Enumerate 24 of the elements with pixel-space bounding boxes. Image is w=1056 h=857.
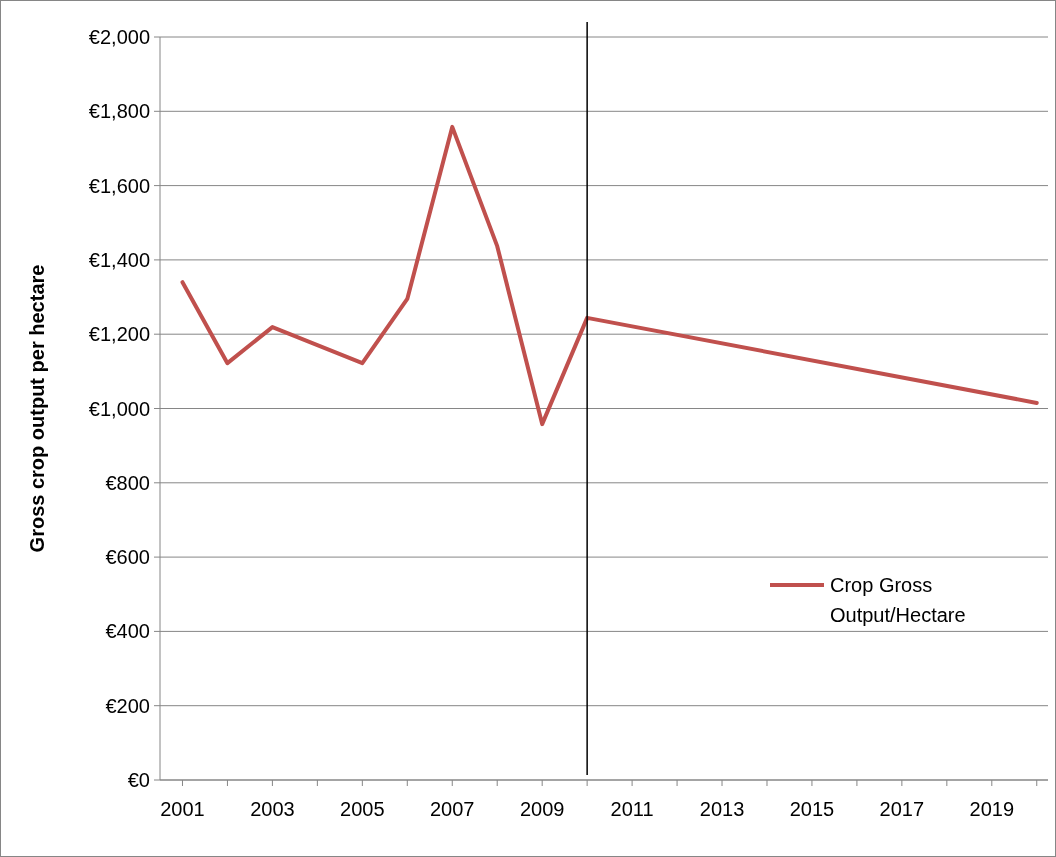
x-tick-label: 2001 [160,798,205,820]
x-tick-label: 2007 [430,798,475,820]
x-tick-label: 2013 [699,798,745,820]
x-tick-label: 2003 [250,798,295,820]
y-tick-label: €1,200 [88,323,150,346]
x-tick-label: 2009 [519,798,565,820]
y-tick-label: €800 [105,471,150,494]
x-tick-label: 2017 [879,798,925,820]
x-tick-label: 2019 [969,798,1015,820]
y-axis-title: Gross crop output per hectare [26,264,48,553]
y-tick-label: €1,600 [88,174,150,197]
y-tick-label: €1,400 [88,248,150,271]
x-tick-label: 2005 [340,798,385,820]
y-tick-label: €0 [127,769,150,791]
y-tick-label: €2,000 [88,26,150,48]
x-tick-label: 2015 [789,798,835,820]
y-tick-label: €1,800 [88,100,150,123]
legend-label: Crop Gross Output/Hectare [830,574,966,626]
y-tick-label: €1,000 [88,397,150,420]
y-tick-label: €400 [105,620,150,643]
y-tick-label: €200 [105,694,150,717]
y-tick-label: €600 [105,546,150,569]
line-series [180,124,1039,427]
x-tick-label: 2011 [610,798,654,820]
